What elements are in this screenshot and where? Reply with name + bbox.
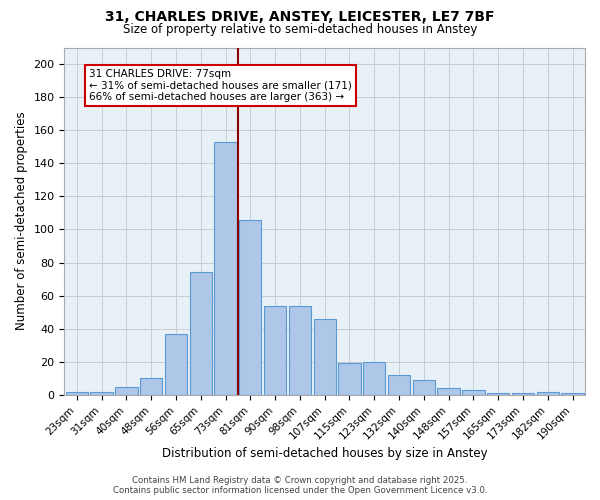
- Bar: [437, 388, 460, 395]
- Bar: [190, 272, 212, 395]
- Bar: [165, 334, 187, 395]
- Bar: [289, 306, 311, 395]
- Bar: [239, 220, 262, 395]
- Bar: [512, 393, 534, 395]
- Bar: [388, 375, 410, 395]
- Text: Contains HM Land Registry data © Crown copyright and database right 2025.
Contai: Contains HM Land Registry data © Crown c…: [113, 476, 487, 495]
- Text: 31, CHARLES DRIVE, ANSTEY, LEICESTER, LE7 7BF: 31, CHARLES DRIVE, ANSTEY, LEICESTER, LE…: [105, 10, 495, 24]
- Bar: [487, 393, 509, 395]
- Bar: [91, 392, 113, 395]
- Bar: [462, 390, 485, 395]
- Text: Size of property relative to semi-detached houses in Anstey: Size of property relative to semi-detach…: [123, 22, 477, 36]
- Bar: [413, 380, 435, 395]
- Bar: [536, 392, 559, 395]
- Bar: [264, 306, 286, 395]
- Bar: [314, 319, 336, 395]
- Bar: [338, 364, 361, 395]
- X-axis label: Distribution of semi-detached houses by size in Anstey: Distribution of semi-detached houses by …: [162, 447, 488, 460]
- Bar: [140, 378, 163, 395]
- Bar: [562, 393, 584, 395]
- Bar: [65, 392, 88, 395]
- Y-axis label: Number of semi-detached properties: Number of semi-detached properties: [15, 112, 28, 330]
- Bar: [115, 386, 137, 395]
- Text: 31 CHARLES DRIVE: 77sqm
← 31% of semi-detached houses are smaller (171)
66% of s: 31 CHARLES DRIVE: 77sqm ← 31% of semi-de…: [89, 69, 352, 102]
- Bar: [214, 142, 236, 395]
- Bar: [363, 362, 385, 395]
